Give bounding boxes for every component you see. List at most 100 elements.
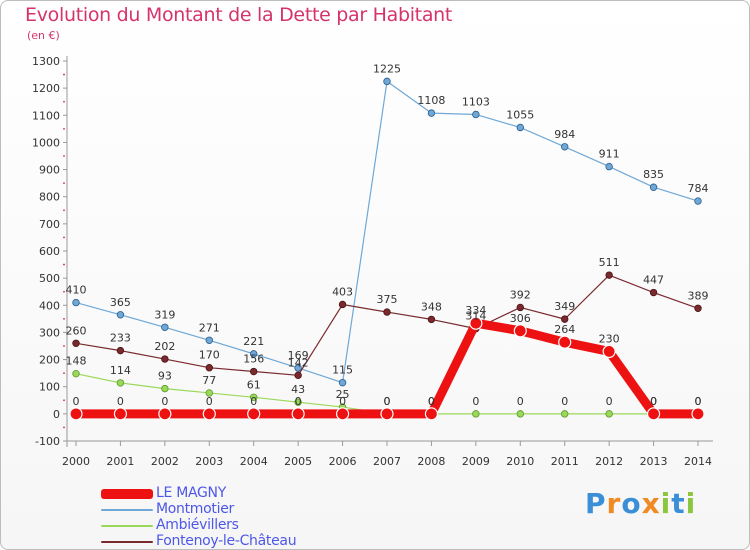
series-line-fontenoy-le-ch-teau [75, 274, 699, 376]
y-tick-label: 100 [39, 381, 60, 394]
legend-label-montmotier: Montmotier [156, 501, 234, 517]
data-point-le-magny [646, 407, 661, 421]
logo-letter: r [606, 487, 622, 520]
data-label-ambi-villers: 0 [695, 395, 702, 408]
data-point-le-magny [469, 316, 483, 330]
data-label-le-magny: 0 [161, 395, 168, 408]
legend-swatch-ambievillers [101, 525, 153, 527]
data-point-le-magny [335, 407, 350, 421]
data-point-fontenoy-le-ch-teau [605, 271, 613, 279]
data-point-fontenoy-le-ch-teau [694, 304, 702, 312]
legend-swatch-le-magny [101, 489, 153, 499]
data-label-le-magny: 230 [599, 332, 620, 345]
data-point-ambi-villers [116, 379, 125, 387]
data-point-ambi-villers [294, 398, 302, 406]
data-point-montmotier [72, 298, 80, 307]
data-point-ambi-villers [205, 389, 213, 397]
x-tick-label: 2002 [151, 455, 179, 468]
data-point-ambi-villers [472, 410, 480, 418]
data-point-le-magny [113, 407, 128, 421]
data-label-le-magny: 0 [73, 395, 80, 408]
y-tick-label: 1200 [32, 82, 60, 95]
data-label-montmotier: 169 [288, 349, 309, 362]
data-point-fontenoy-le-ch-teau [561, 315, 569, 323]
proxiti-logo: Proxiti [585, 487, 696, 520]
legend-label-le-magny: LE MAGNY [156, 485, 226, 501]
data-label-le-magny: 0 [295, 395, 302, 408]
data-label-fontenoy-le-ch-teau: 170 [199, 349, 220, 362]
data-label-ambi-villers: 61 [247, 378, 261, 391]
x-tick-label: 2000 [62, 455, 90, 468]
data-point-fontenoy-le-ch-teau [383, 308, 391, 316]
data-point-ambi-villers [516, 410, 524, 418]
data-label-montmotier: 1055 [506, 109, 534, 122]
y-tick-label: 0 [53, 408, 60, 421]
data-label-fontenoy-le-ch-teau: 392 [510, 288, 531, 301]
y-minor-tick [63, 290, 65, 293]
data-point-le-magny [291, 407, 305, 421]
data-point-montmotier [605, 162, 613, 171]
data-point-montmotier [427, 109, 436, 117]
x-tick-label: 2010 [506, 455, 534, 468]
y-minor-tick [63, 209, 65, 212]
x-tick-label: 2009 [462, 455, 490, 468]
y-tick-label: 500 [39, 272, 60, 285]
y-minor-tick [63, 263, 65, 266]
data-point-montmotier [383, 77, 391, 86]
data-label-le-magny: 264 [554, 323, 575, 336]
x-tick-label: 2007 [373, 455, 401, 468]
data-point-montmotier [338, 378, 347, 387]
y-minor-tick [63, 317, 65, 320]
data-point-le-magny [691, 407, 705, 421]
legend-item-fontenoy: Fontenoy-le-Château [101, 533, 361, 549]
data-point-montmotier [561, 143, 569, 151]
data-point-ambi-villers [250, 393, 258, 401]
data-label-fontenoy-le-ch-teau: 260 [66, 324, 87, 337]
y-tick-label: 300 [39, 326, 60, 339]
legend-item-le-magny: LE MAGNY [101, 485, 361, 502]
data-label-ambi-villers: 0 [606, 395, 613, 408]
data-label-fontenoy-le-ch-teau: 348 [421, 300, 442, 313]
legend-item-montmotier: Montmotier [101, 501, 361, 518]
y-minor-tick [63, 182, 65, 185]
data-point-montmotier [250, 350, 258, 358]
legend-swatch-fontenoy [101, 541, 153, 543]
y-minor-tick [63, 127, 65, 130]
data-point-fontenoy-le-ch-teau [427, 315, 436, 324]
logo-letter: x [641, 487, 661, 520]
data-label-le-magny: 0 [117, 395, 124, 408]
y-tick-label: 900 [39, 164, 60, 177]
data-label-le-magny: 0 [339, 395, 346, 408]
data-label-ambi-villers: 0 [650, 395, 657, 408]
data-point-fontenoy-le-ch-teau [338, 300, 347, 309]
y-minor-tick [63, 73, 65, 76]
data-point-montmotier [205, 336, 213, 344]
logo-letter: o [621, 487, 642, 520]
data-point-ambi-villers [72, 369, 80, 378]
data-label-le-magny: 0 [384, 395, 391, 408]
data-point-montmotier [649, 183, 658, 191]
y-minor-tick [63, 426, 65, 429]
data-point-le-magny [158, 407, 172, 421]
data-label-montmotier: 835 [643, 168, 664, 181]
data-label-fontenoy-le-ch-teau: 202 [154, 340, 175, 353]
y-tick-label: 1300 [32, 55, 60, 68]
data-label-ambi-villers: 0 [561, 395, 568, 408]
data-point-le-magny [202, 407, 216, 421]
data-label-montmotier: 911 [599, 148, 620, 161]
data-label-montmotier: 1108 [417, 94, 445, 107]
data-label-montmotier: 365 [110, 296, 131, 309]
data-label-le-magny: 0 [428, 395, 435, 408]
data-label-montmotier: 271 [199, 321, 220, 334]
data-label-fontenoy-le-ch-teau: 389 [688, 289, 709, 302]
legend-label-ambievillers: Ambiévillers [156, 517, 239, 533]
data-point-fontenoy-le-ch-teau [161, 355, 169, 363]
data-label-montmotier: 784 [688, 182, 709, 195]
data-label-le-magny: 0 [206, 395, 213, 408]
data-label-fontenoy-le-ch-teau: 349 [554, 300, 575, 313]
data-label-le-magny: 306 [510, 312, 531, 325]
x-tick-label: 2003 [195, 455, 223, 468]
x-tick-label: 2014 [684, 455, 712, 468]
